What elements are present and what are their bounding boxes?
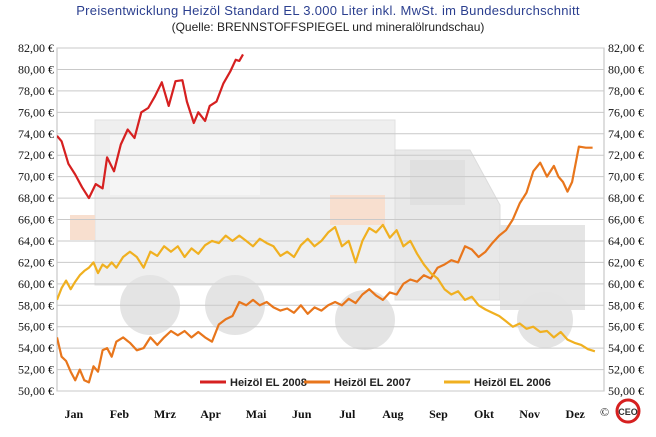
y-tick-label-left: 70,00 € — [18, 170, 54, 184]
x-tick-label-month: Mai — [246, 407, 267, 421]
y-tick-label-right: 58,00 € — [608, 298, 644, 312]
y-axis-right: 50,00 € 52,00 € 54,00 € 56,00 € 58,00 € 60,00… — [608, 41, 644, 398]
y-tick-label-left: 62,00 € — [18, 255, 54, 269]
y-tick-label-right: 66,00 € — [608, 213, 644, 227]
y-tick-label-right: 80,00 € — [608, 62, 644, 76]
y-tick-label-left: 66,00 € — [18, 213, 54, 227]
y-tick-label-right: 50,00 € — [608, 384, 644, 398]
y-tick-label-left: 50,00 € — [18, 384, 54, 398]
x-tick-label-month: Okt — [474, 407, 494, 421]
x-tick-label-month: Apr — [200, 407, 221, 421]
legend: Heizöl EL 2008 Heizöl EL 2007 Heizöl EL 20… — [200, 377, 551, 389]
series-line — [57, 53, 244, 200]
series-line — [57, 223, 596, 353]
legend-label: Heizöl EL 2007 — [334, 377, 411, 389]
y-tick-label-right: 54,00 € — [608, 341, 644, 355]
y-tick-label-left: 78,00 € — [18, 84, 54, 98]
x-tick-label-month: Jan — [64, 407, 83, 421]
x-tick-label-month: Dez — [566, 407, 586, 421]
copyright-mark: © — [600, 405, 609, 419]
series-line — [57, 145, 593, 384]
y-tick-label-left: 74,00 € — [18, 127, 54, 141]
copyright-symbol: © — [600, 405, 609, 419]
y-tick-label-right: 52,00 € — [608, 363, 644, 377]
chart-subtitle: (Quelle: BRENNSTOFFSPIEGEL und mineralöl… — [171, 20, 485, 34]
y-tick-label-right: 72,00 € — [608, 148, 644, 162]
y-axis-left: 50,00 € 52,00 € 54,00 € 56,00 € 58,00 € 60,00… — [18, 41, 54, 398]
y-tick-label-right: 56,00 € — [608, 320, 644, 334]
y-tick-label-left: 72,00 € — [18, 148, 54, 162]
y-tick-label-right: 68,00 € — [608, 191, 644, 205]
x-tick-label-month: Feb — [110, 407, 130, 421]
y-tick-label-left: 54,00 € — [18, 341, 54, 355]
y-tick-label-left: 80,00 € — [18, 62, 54, 76]
y-tick-label-left: 64,00 € — [18, 234, 54, 248]
y-tick-label-right: 76,00 € — [608, 105, 644, 119]
y-tick-label-left: 56,00 € — [18, 320, 54, 334]
y-tick-label-right: 78,00 € — [608, 84, 644, 98]
y-tick-label-left: 60,00 € — [18, 277, 54, 291]
y-tick-label-left: 68,00 € — [18, 191, 54, 205]
x-tick-label-month: Nov — [519, 407, 540, 421]
chart-title: Preisentwicklung Heizöl Standard EL 3.00… — [76, 3, 580, 18]
ceo-logo: CEO — [615, 398, 641, 424]
legend-label: Heizöl EL 2006 — [474, 377, 551, 389]
series-layer — [57, 53, 596, 384]
legend-label: Heizöl EL 2008 — [230, 377, 307, 389]
y-tick-label-right: 64,00 € — [608, 234, 644, 248]
x-tick-label-month: Aug — [382, 407, 403, 421]
y-tick-label-right: 62,00 € — [608, 255, 644, 269]
y-tick-label-left: 76,00 € — [18, 105, 54, 119]
y-tick-label-right: 74,00 € — [608, 127, 644, 141]
x-tick-label-month: Mrz — [154, 407, 177, 421]
y-tick-label-left: 82,00 € — [18, 41, 54, 55]
x-tick-label-month: Jun — [292, 407, 312, 421]
plot-background — [56, 47, 605, 392]
x-tick-label-month: Sep — [429, 407, 448, 421]
x-tick-label-month: Jul — [339, 407, 356, 421]
x-axis-months: Jan Feb Mrz Apr Mai Jun Jul Aug Sep Okt Nov Dez — [64, 407, 585, 421]
y-tick-label-left: 58,00 € — [18, 298, 54, 312]
y-tick-label-right: 70,00 € — [608, 170, 644, 184]
y-tick-label-left: 52,00 € — [18, 363, 54, 377]
y-tick-label-right: 82,00 € — [608, 41, 644, 55]
y-tick-label-right: 60,00 € — [608, 277, 644, 291]
logo-text: CEO — [618, 407, 638, 417]
